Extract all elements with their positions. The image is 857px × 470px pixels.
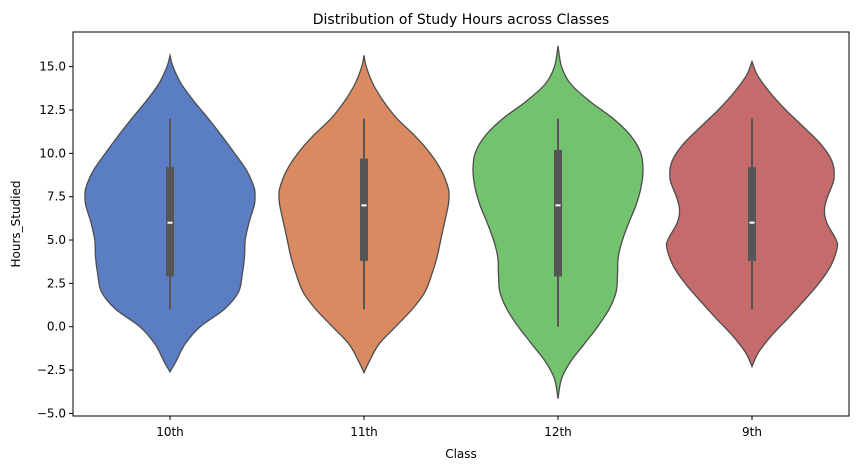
- iqr-box-9th: [748, 167, 756, 261]
- y-tick-label: 15.0: [39, 60, 66, 74]
- x-tick-label: 9th: [742, 425, 762, 439]
- y-tick-label: −2.5: [37, 363, 66, 377]
- iqr-box-11th: [360, 158, 368, 261]
- x-axis: 10th 11th 12th 9th: [156, 416, 762, 439]
- x-tick-label: 10th: [156, 425, 184, 439]
- x-tick-label: 11th: [350, 425, 378, 439]
- y-tick-label: 0.0: [47, 320, 66, 334]
- chart-title: Distribution of Study Hours across Class…: [313, 12, 609, 28]
- y-tick-label: −5.0: [37, 406, 66, 420]
- plot-frame: [72, 31, 850, 417]
- y-tick-label: 5.0: [47, 233, 66, 247]
- y-tick-label: 12.5: [39, 103, 66, 117]
- x-axis-label: Class: [445, 447, 477, 461]
- y-axis: −5.0 −2.5 0.0 2.5 5.0 7.5 10.0 12.5 15.0: [37, 60, 73, 420]
- y-tick-label: 7.5: [47, 190, 66, 204]
- violin-layer: [84, 45, 839, 399]
- y-tick-label: 2.5: [47, 276, 66, 290]
- iqr-box-12th: [554, 149, 562, 277]
- y-axis-label: Hours_Studied: [9, 180, 23, 267]
- x-tick-label: 12th: [544, 425, 572, 439]
- y-tick-label: 10.0: [39, 146, 66, 160]
